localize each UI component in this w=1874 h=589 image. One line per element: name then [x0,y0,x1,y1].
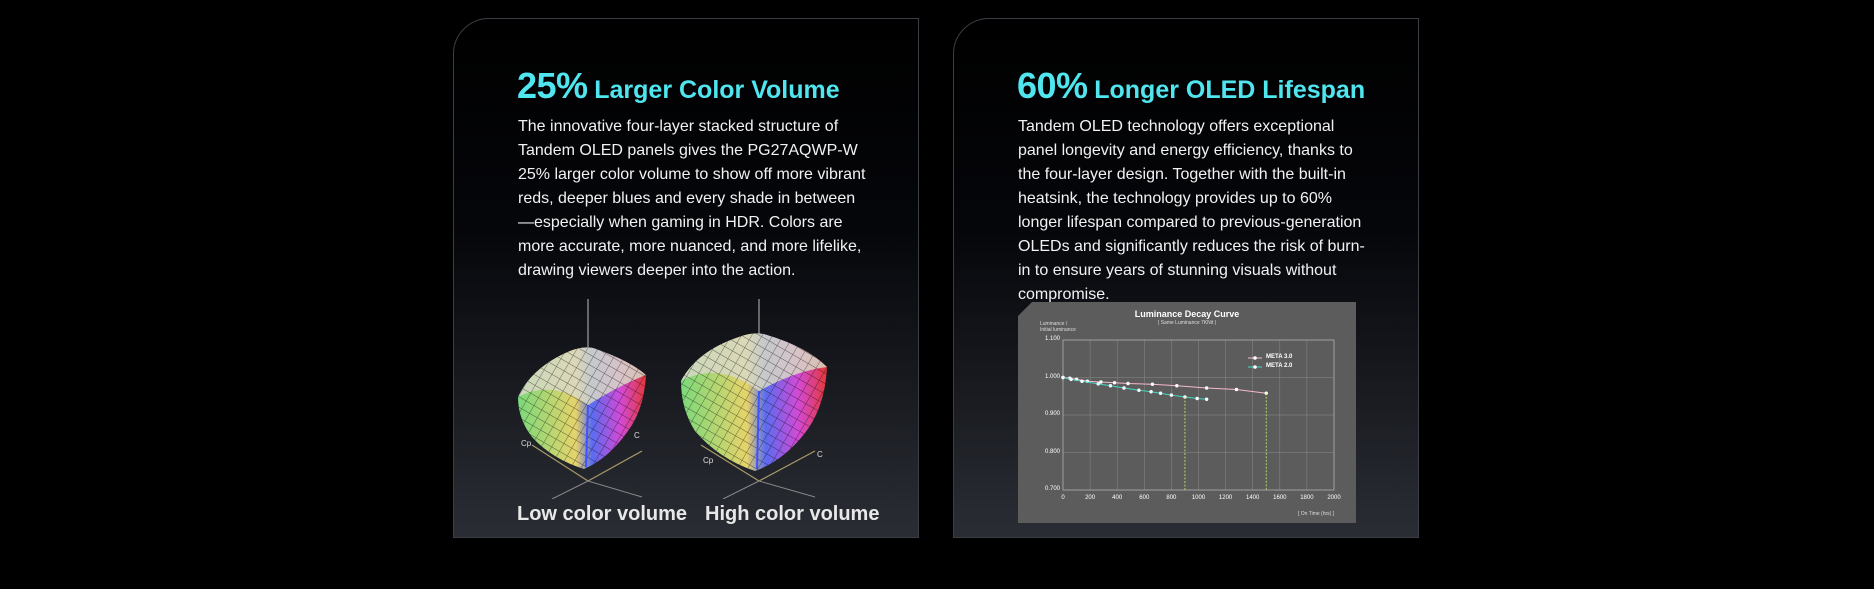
legend-entry: META 2.0 [1266,363,1293,369]
data-point [1158,391,1163,395]
data-point [1096,382,1100,386]
y-tick-label: 1.000 [1044,373,1060,380]
x-tick-label: 1000 [1191,495,1206,501]
legend-marker [1253,365,1257,369]
color-volume-title: Larger Color Volume [594,76,840,104]
data-point [1204,397,1209,401]
data-point [1069,377,1073,382]
c-axis-label: C [634,431,640,440]
data-point [1080,379,1084,383]
cp-axis-label: Cp [521,439,532,448]
color-volume-card: 25% Larger Color Volume The innovative f… [453,18,919,538]
cp-axis-label: Cp [703,456,714,465]
chart-x-axis-label: [ On Time (hrs) ] [1298,511,1335,517]
x-tick-label: 2000 [1327,495,1341,501]
data-point [1169,393,1174,397]
luminance-decay-chart: Luminance Decay Curve ( Same Luminance 7… [1018,302,1356,523]
data-point [1234,387,1239,392]
y-tick-label: 0.900 [1044,411,1060,417]
y-tick-label: 1.100 [1044,336,1060,342]
chart-title: Luminance Decay Curve [1134,309,1240,319]
oled-lifespan-percent: 60% [1017,65,1088,106]
x-tick-label: 0 [1061,495,1065,501]
chart-y-axis-label: Luminance / Initial luminance [1040,321,1076,333]
x-tick-label: 400 [1112,495,1123,501]
x-tick-label: 1200 [1218,495,1233,501]
data-point [1126,381,1130,386]
oled-lifespan-title: Longer OLED Lifespan [1094,76,1366,104]
oled-lifespan-heading: 60% Longer OLED Lifespan [1017,65,1365,107]
x-tick-label: 1600 [1273,495,1287,501]
data-point [1137,388,1141,392]
low-color-volume-gamut-image: Cp C [518,299,646,499]
color-volume-heading: 25% Larger Color Volume [517,65,840,107]
data-point [1061,375,1065,380]
y-tick-label: 0.800 [1044,448,1060,455]
color-volume-percent: 25% [517,65,588,106]
c-axis-label: C [817,450,823,459]
high-color-volume-caption: High color volume [705,503,880,525]
legend-marker [1253,356,1257,360]
data-point [1175,384,1179,388]
y-tick-label: 0.700 [1044,486,1060,492]
chart-subtitle: ( Same Luminance 7KNit ) [1157,320,1217,326]
x-tick-label: 800 [1166,495,1177,501]
x-tick-label: 600 [1139,495,1150,501]
data-point [1149,390,1153,394]
legend-entry: META 3.0 [1266,354,1293,360]
oled-lifespan-description: Tandem OLED technology offers exceptiona… [1018,118,1365,303]
data-point [1112,381,1117,385]
data-point [1122,386,1126,390]
high-color-volume-gamut-image: Cp C [681,299,827,499]
data-point [1099,380,1103,384]
x-tick-label: 1800 [1300,495,1314,501]
data-point [1108,384,1113,388]
data-point [1204,386,1209,390]
data-point [1150,382,1155,386]
chart-plot [1061,339,1335,491]
color-volume-description: The innovative four-layer stacked struct… [518,118,866,279]
plot-frame [1062,339,1335,491]
low-color-volume-caption: Low color volume [517,503,688,525]
x-tick-label: 200 [1085,495,1096,501]
x-tick-label: 1400 [1246,495,1260,501]
oled-lifespan-card: 60% Longer OLED Lifespan Tandem OLED tec… [953,18,1419,538]
data-point [1195,396,1199,401]
